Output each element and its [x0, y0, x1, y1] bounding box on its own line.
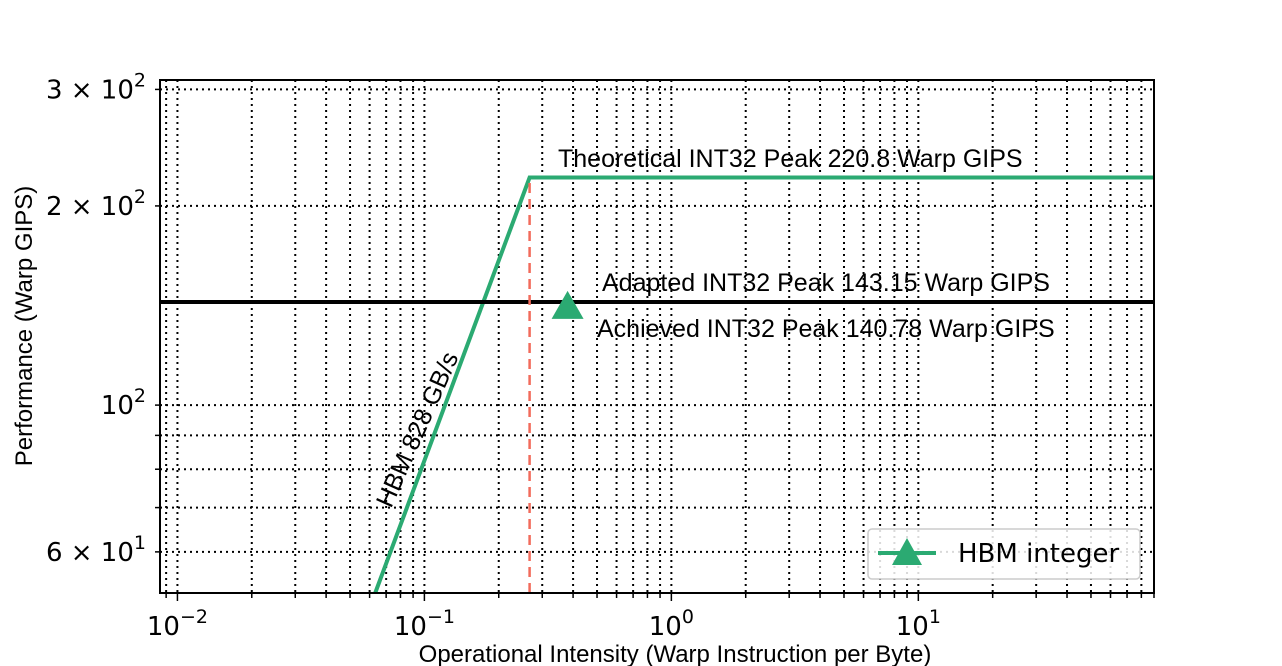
y-tick-label: 6 × 101 — [46, 532, 146, 568]
adapted-peak-annotation: Adapted INT32 Peak 143.15 Warp GIPS — [602, 269, 1050, 297]
data-point-triangle — [551, 290, 584, 319]
y-tick-label: 102 — [101, 385, 146, 421]
x-tick-label: 101 — [896, 606, 941, 642]
y-axis-ticks: 6 × 101 102 2 × 102 3 × 102 — [46, 69, 160, 568]
legend-triangle-icon — [892, 538, 922, 565]
x-tick-label: 100 — [649, 606, 694, 642]
legend-box — [867, 528, 1141, 580]
legend-label: HBM integer — [958, 539, 1119, 569]
x-axis-ticks: 10−2 10−1 100 101 — [147, 593, 1155, 642]
roofline-line — [373, 175, 1154, 594]
y-axis-label: Performance (Warp GIPS) — [11, 186, 38, 467]
legend[interactable]: HBM integer — [867, 528, 1141, 580]
plot-frame — [159, 79, 1155, 594]
x-axis-label: Operational Intensity (Warp Instruction … — [419, 641, 932, 666]
x-tick-label: 10−2 — [147, 606, 208, 642]
achieved-peak-annotation: Achieved INT32 Peak 140.78 Warp GIPS — [597, 315, 1055, 343]
hbm-bandwidth-annotation: HBM 828 GB/s — [371, 348, 464, 512]
series-lines — [160, 175, 1154, 594]
theoretical-peak-annotation: Theoretical INT32 Peak 220.8 Warp GIPS — [558, 145, 1023, 173]
y-tick-label: 3 × 102 — [46, 69, 146, 105]
x-tick-label: 10−1 — [394, 606, 455, 642]
y-tick-label: 2 × 102 — [46, 186, 146, 222]
